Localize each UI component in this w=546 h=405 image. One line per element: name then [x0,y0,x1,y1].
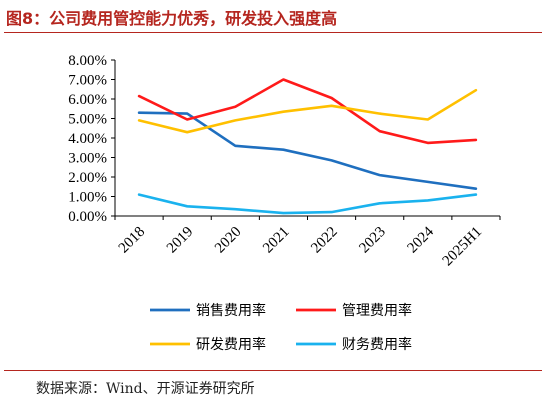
x-tick-label: 2025H1 [440,224,485,269]
series-line-2 [137,78,478,145]
y-tick-label: 5.00% [68,112,107,128]
series-line-1 [137,111,478,190]
y-tick-label: 6.00% [68,92,107,108]
y-tick-label: 0.00% [68,209,107,225]
x-tick-label: 2019 [164,224,197,257]
y-tick-label: 4.00% [68,131,107,147]
y-axis-ticks: 0.00% 1.00% 2.00% 3.00% 4.00% 5.00% 6.00% 7.00%… [68,53,115,225]
chart-series [137,78,478,215]
y-tick-label: 7.00% [68,73,107,89]
legend-label: 研发费用率 [196,336,266,353]
chart-axes [114,60,500,217]
x-tick-label: 2021 [260,224,293,257]
x-tick-label: 2024 [404,224,437,257]
footer-divider [4,370,542,371]
series-line-3 [137,88,478,134]
title-divider [4,32,542,33]
y-tick-label: 3.00% [68,151,107,167]
x-tick-label: 2020 [212,224,245,257]
y-tick-label: 1.00% [68,190,107,206]
line-chart: 0.00% 1.00% 2.00% 3.00% 4.00% 5.00% 6.00% 7.00%… [68,53,501,353]
y-tick-label: 2.00% [68,170,107,186]
legend-label: 管理费用率 [342,302,412,319]
source-note: 数据来源：Wind、开源证券研究所 [36,381,255,397]
x-axis-ticks: 2018 2019 2020 2021 2022 2023 2024 2025H1 [114,216,501,269]
y-tick-label: 8.00% [68,53,107,69]
series-line-4 [137,193,478,215]
x-tick-label: 2023 [356,224,389,257]
legend-label: 财务费用率 [342,336,412,353]
x-tick-label: 2022 [308,224,341,257]
page-title: 图8：公司费用管控能力优秀，研发投入强度高 [6,9,338,28]
x-tick-label: 2018 [116,224,149,257]
legend-label: 销售费用率 [196,302,266,319]
